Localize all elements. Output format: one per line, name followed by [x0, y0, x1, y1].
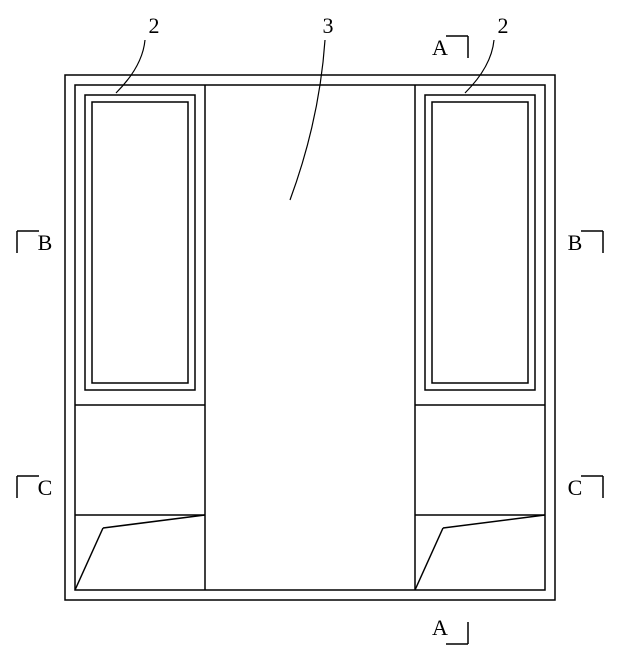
diagram-canvas: 2 3 2 A A B B C C — [0, 0, 619, 647]
section-A-top-label: A — [432, 35, 448, 60]
right-wedge-b — [443, 515, 545, 528]
outer-frame — [65, 75, 555, 600]
left-upper-panel-inner — [92, 102, 188, 383]
section-C-left-label: C — [38, 475, 53, 500]
right-upper-panel-outer — [425, 95, 535, 390]
callout-3-leader — [290, 40, 325, 200]
section-B-left-label: B — [38, 230, 53, 255]
callout-2-left-label: 2 — [149, 13, 160, 38]
left-upper-panel-outer — [85, 95, 195, 390]
section-A-bottom-label: A — [432, 615, 448, 640]
right-upper-panel-inner — [432, 102, 528, 383]
callout-3-label: 3 — [323, 13, 334, 38]
section-C-right-label: C — [568, 475, 583, 500]
right-wedge-a — [415, 528, 443, 590]
callout-2-right-label: 2 — [498, 13, 509, 38]
left-wedge-a — [75, 528, 103, 590]
section-B-right-label: B — [568, 230, 583, 255]
left-wedge-b — [103, 515, 205, 528]
